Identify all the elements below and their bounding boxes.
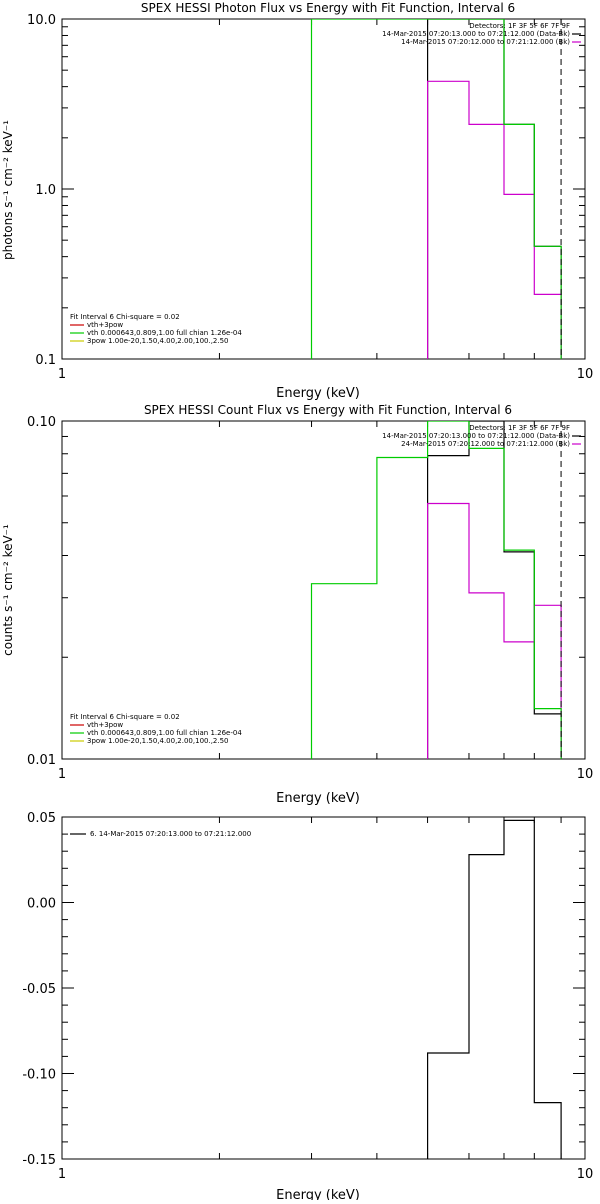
legend-title: Fit Interval 6 Chi-square = 0.02 — [70, 713, 180, 721]
legend-entry: vth 0.000643,0.809,1.00 full chian 1.26e… — [87, 329, 242, 337]
series-line — [427, 819, 562, 1159]
legend-entry: 6. 14-Mar-2015 07:20:13.000 to 07:21:12.… — [90, 830, 251, 838]
series-line — [310, 19, 562, 359]
residuals-panel: Energy (keV) 1 10 0.05 0.00 -0.05 -0.10 -0.15 6… — [22, 811, 594, 1203]
data-area — [310, 19, 562, 359]
x-tick-label: 10 — [577, 767, 594, 782]
legend-entry: 14-Mar-2015 07:20:13.000 to 07:21:12.000… — [382, 30, 570, 38]
y-tick-label: 0.01 — [27, 753, 56, 768]
y-axis-label: counts s⁻¹ cm⁻² keV⁻¹ — [1, 524, 15, 656]
data-area — [310, 421, 562, 759]
legend-title: Detectors: 1F 3F 5F 6F 7F 9F — [469, 22, 570, 30]
legend-entry: vth+3pow — [87, 321, 123, 329]
y-tick-label: -0.05 — [22, 982, 56, 997]
legend-entry: 14-Mar-2015 07:20:12.000 to 07:21:12.000… — [401, 38, 570, 46]
data-area — [427, 819, 562, 1159]
legend-title: Fit Interval 6 Chi-square = 0.02 — [70, 313, 180, 321]
y-axis-label: photons s⁻¹ cm⁻² keV⁻¹ — [1, 120, 15, 260]
legend-entry: 3pow 1.00e-20,1.50,4.00,2.00,100.,2.50 — [87, 337, 229, 345]
x-tick-label: 1 — [58, 767, 66, 782]
x-axis-label: Energy (keV) — [276, 1188, 360, 1200]
series-line — [427, 19, 562, 359]
count-flux-panel: SPEX HESSI Count Flux vs Energy with Fit… — [1, 403, 593, 806]
x-tick-label: 10 — [577, 367, 594, 382]
y-tick-label: 10.0 — [27, 13, 56, 28]
y-tick-label: -0.15 — [22, 1153, 56, 1168]
photon-flux-panel: SPEX HESSI Photon Flux vs Energy with Fi… — [1, 1, 593, 401]
legend-entry: 14-Mar-2015 07:20:13.000 to 07:21:12.000… — [382, 432, 570, 440]
legend-title: Detectors: 1F 3F 5F 6F 7F 9F — [469, 424, 570, 432]
y-tick-label: 0.00 — [27, 897, 56, 912]
series-line — [427, 502, 562, 759]
x-axis-label: Energy (keV) — [276, 791, 360, 806]
legend-entry: vth 0.000643,0.809,1.00 full chian 1.26e… — [87, 729, 242, 737]
y-tick-label: -0.10 — [22, 1068, 56, 1083]
y-tick-label: 0.1 — [35, 353, 56, 368]
y-tick-label: 0.10 — [27, 415, 56, 430]
legend-entry: 24-Mar-2015 07:20:12.000 to 07:21:12.000… — [401, 440, 570, 448]
x-tick-label: 10 — [577, 1167, 594, 1182]
plot-frame — [61, 420, 586, 760]
x-tick-label: 1 — [58, 1167, 66, 1182]
chart-title: SPEX HESSI Count Flux vs Energy with Fit… — [144, 403, 512, 417]
x-tick-label: 1 — [58, 367, 66, 382]
y-tick-label: 1.0 — [35, 183, 56, 198]
plot-frame — [61, 816, 586, 1160]
legend-entry: 3pow 1.00e-20,1.50,4.00,2.00,100.,2.50 — [87, 737, 229, 745]
legend-entry: vth+3pow — [87, 721, 123, 729]
y-tick-label: 0.05 — [27, 811, 56, 826]
series-line — [310, 421, 562, 759]
series-line — [427, 80, 562, 359]
chart-title: SPEX HESSI Photon Flux vs Energy with Fi… — [141, 1, 515, 15]
x-axis-label: Energy (keV) — [276, 386, 360, 401]
plot-frame — [61, 18, 586, 360]
